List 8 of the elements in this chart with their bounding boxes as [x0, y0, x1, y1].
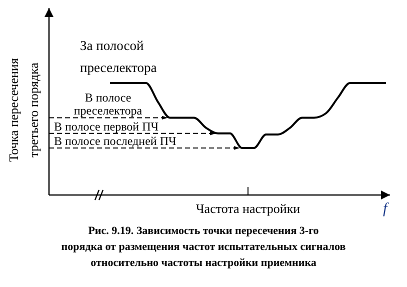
ref-line-label: В полосе преселектора [74, 90, 143, 118]
ref-line-label: В полосе последней ПЧ [54, 134, 176, 148]
ref-line-label: В полосе первой ПЧ [54, 119, 159, 134]
x-axis-title: Частота настройки [196, 201, 300, 216]
y-axis-title: Точка пересечения третьего порядка [6, 58, 41, 162]
text: За полосой преселектора [80, 38, 157, 75]
text: Рис. 9.19. Зависимость точки пересечения 3-го порядка от размещения частот испытательных сигналов относительно частоты настройки приемника [61, 225, 346, 269]
text: f [383, 201, 389, 217]
